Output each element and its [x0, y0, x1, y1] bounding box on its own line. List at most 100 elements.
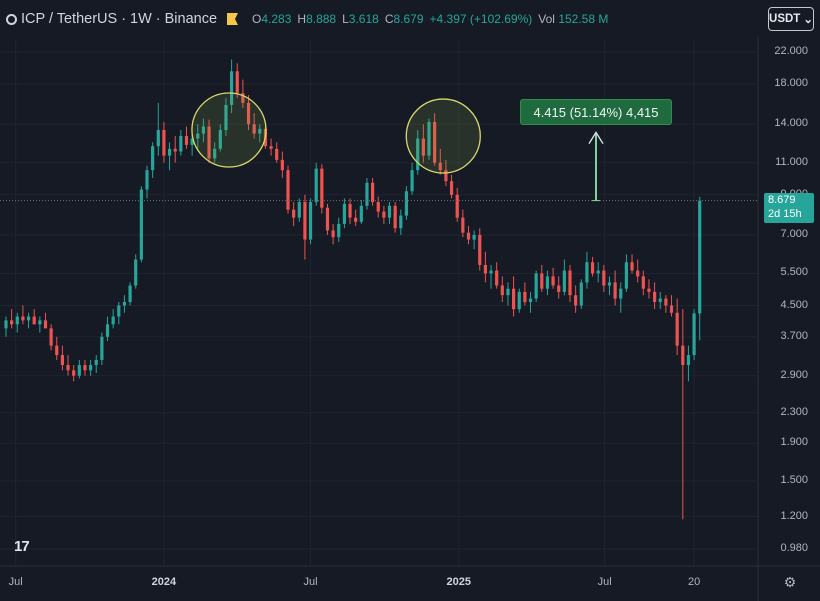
candle-body [26, 316, 31, 321]
candle-body [376, 202, 380, 212]
candle-body [49, 328, 53, 346]
candle-body [196, 133, 200, 139]
candle-body [111, 316, 115, 325]
candle-body [280, 159, 284, 171]
gear-icon[interactable]: ⚙ [783, 573, 797, 590]
high-value: H8.888 [297, 12, 337, 26]
chevron-down-icon: ⌄ [803, 14, 813, 26]
price-tick-label: 11.000 [775, 155, 808, 168]
candle-body [399, 215, 403, 229]
price-tick-label: 1.500 [780, 474, 808, 486]
candle-body [466, 232, 471, 240]
candle-body [698, 200, 702, 314]
candle-body [38, 320, 42, 325]
candle-body [461, 217, 465, 233]
candle-body [371, 182, 375, 203]
last-price-value: 8.679 [768, 194, 796, 206]
candle-body [365, 182, 369, 206]
candle-body [275, 148, 279, 160]
candle-body [89, 365, 93, 371]
candle-body [472, 234, 476, 240]
candle-body [483, 264, 487, 274]
currency-button[interactable]: USDT ⌄ [768, 7, 814, 31]
candle-body [658, 298, 662, 302]
last-price-tag: 8.679 2d 15h [764, 193, 814, 223]
candle-body [4, 320, 8, 329]
candle-body [128, 285, 132, 302]
candle-body [66, 365, 70, 371]
candle-body [647, 288, 651, 292]
price-tick-label: 0.980 [780, 542, 808, 554]
candle-body [201, 126, 205, 134]
header-separator: · [155, 11, 161, 27]
candle-body [184, 136, 189, 145]
candle-body [557, 285, 561, 292]
candle-body [218, 130, 222, 149]
candle-body [224, 104, 228, 131]
candle-body [449, 181, 454, 195]
candle-body [574, 295, 578, 306]
candle-body [325, 207, 330, 231]
candle-body [43, 320, 48, 329]
candle-body [551, 276, 555, 286]
candle-body [207, 126, 211, 159]
change-value: +4.397 (+102.69%) [429, 12, 533, 26]
candle-body [393, 205, 397, 229]
candle-body [77, 365, 81, 376]
price-range-measure-label[interactable]: 4.415 (51.14%) 4,415 [520, 99, 672, 125]
time-tick-label: 2024 [151, 576, 177, 588]
candle-body [320, 168, 324, 208]
candle-body [303, 202, 307, 240]
candle-body [387, 205, 392, 218]
candle-body [55, 345, 59, 356]
candle-body [213, 148, 217, 159]
candle-body [669, 305, 674, 313]
candle-body [269, 146, 273, 149]
highlight-circle [191, 92, 267, 168]
flag-icon[interactable] [227, 13, 239, 25]
header-separator: · [121, 11, 127, 27]
candle-body [517, 291, 521, 310]
candle-body [613, 282, 617, 299]
candle-body [60, 355, 64, 366]
candle-body [619, 288, 623, 299]
close-value: C8.679 [384, 12, 424, 26]
candle-body [653, 291, 657, 302]
time-tick-label: Jul [597, 576, 612, 588]
candle-body [105, 324, 110, 337]
symbol-name[interactable]: ICP / TetherUS [21, 11, 118, 27]
price-tick-label: 14.000 [774, 117, 808, 130]
symbol-logo-icon [6, 13, 17, 25]
tradingview-logo-icon[interactable]: 17 [14, 538, 30, 555]
candle-body [585, 262, 589, 283]
candle-body [540, 273, 544, 289]
exchange-name[interactable]: Binance [164, 11, 218, 27]
price-tick-label: 22.000 [774, 45, 808, 57]
candle-body [478, 234, 482, 265]
candle-body [512, 288, 516, 310]
candle-body [596, 270, 600, 274]
candle-body [100, 336, 104, 360]
symbol-header: ICP / TetherUS · 1W · Binance O4.283 H8.… [6, 9, 608, 29]
interval-label[interactable]: 1W [130, 11, 152, 27]
price-tick-label: 1.900 [780, 436, 808, 449]
candle-body [438, 162, 442, 171]
price-tick-label: 4.500 [780, 298, 808, 311]
candle-body [410, 170, 414, 192]
candle-body [167, 148, 172, 156]
candle-body [607, 282, 612, 286]
price-tick-label: 18.000 [774, 77, 808, 90]
candle-body [686, 355, 691, 366]
candle-body [416, 138, 420, 171]
candle-body [681, 345, 685, 366]
candle-body [235, 71, 239, 94]
candle-body [72, 370, 76, 376]
candle-body [523, 291, 527, 302]
candle-body [624, 262, 628, 289]
candle-body [562, 270, 566, 292]
time-tick-label: Jul [303, 576, 318, 588]
time-tick-label: 2025 [446, 576, 472, 588]
candle-body [506, 288, 510, 296]
candle-body [297, 202, 301, 218]
